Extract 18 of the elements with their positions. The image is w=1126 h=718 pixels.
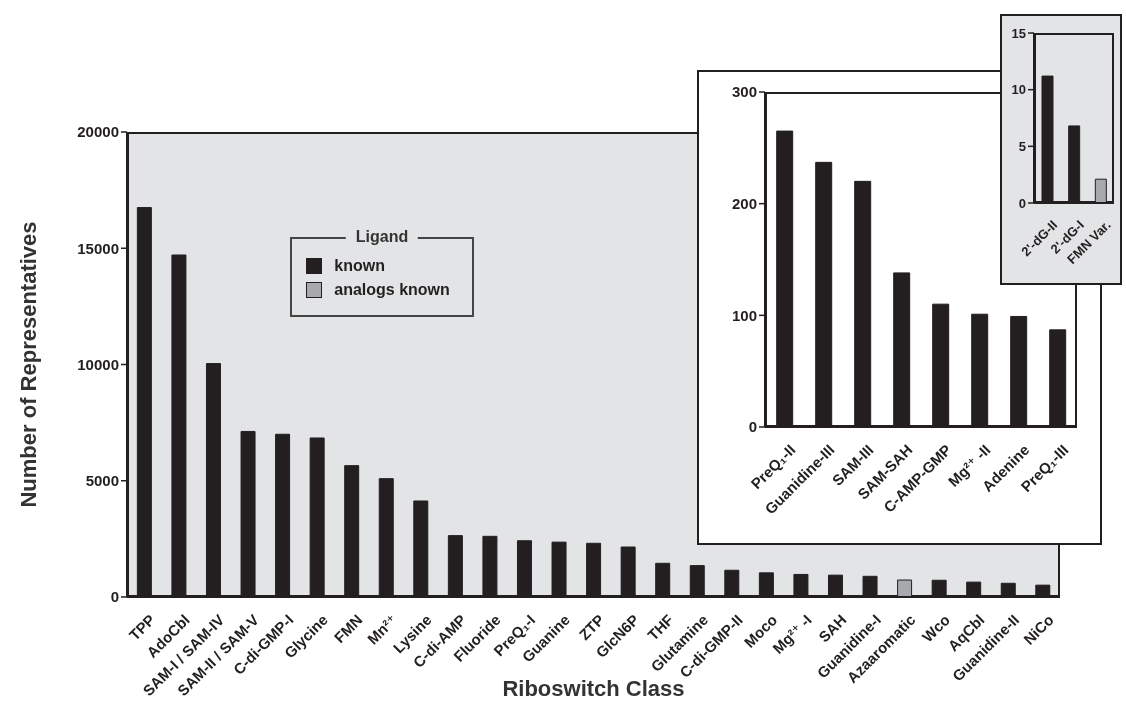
y-tick-label: 20000 — [77, 123, 119, 141]
y-tick-label: 15000 — [77, 239, 119, 257]
y-tick-label: 0 — [1018, 195, 1026, 211]
y-tick-label: 10000 — [77, 355, 119, 373]
y-tick-label: 100 — [731, 306, 757, 324]
y-tick-label: 10 — [1011, 82, 1026, 98]
y-tick-label: 0 — [748, 418, 757, 436]
y-tick-label: 5 — [1018, 138, 1026, 154]
legend-title: Ligand — [345, 227, 419, 246]
legend-label: analogs known — [334, 280, 450, 299]
y-axis-title: Number of Representatives — [15, 221, 41, 508]
legend-label: known — [334, 256, 385, 275]
y-tick-label: 5000 — [85, 472, 119, 490]
y-tick-label: 0 — [110, 588, 119, 606]
y-tick-label: 200 — [731, 194, 757, 212]
y-tick-label: 300 — [731, 83, 757, 101]
x-axis-title: Riboswitch Class — [502, 676, 685, 701]
y-tick-label: 15 — [1011, 25, 1026, 41]
